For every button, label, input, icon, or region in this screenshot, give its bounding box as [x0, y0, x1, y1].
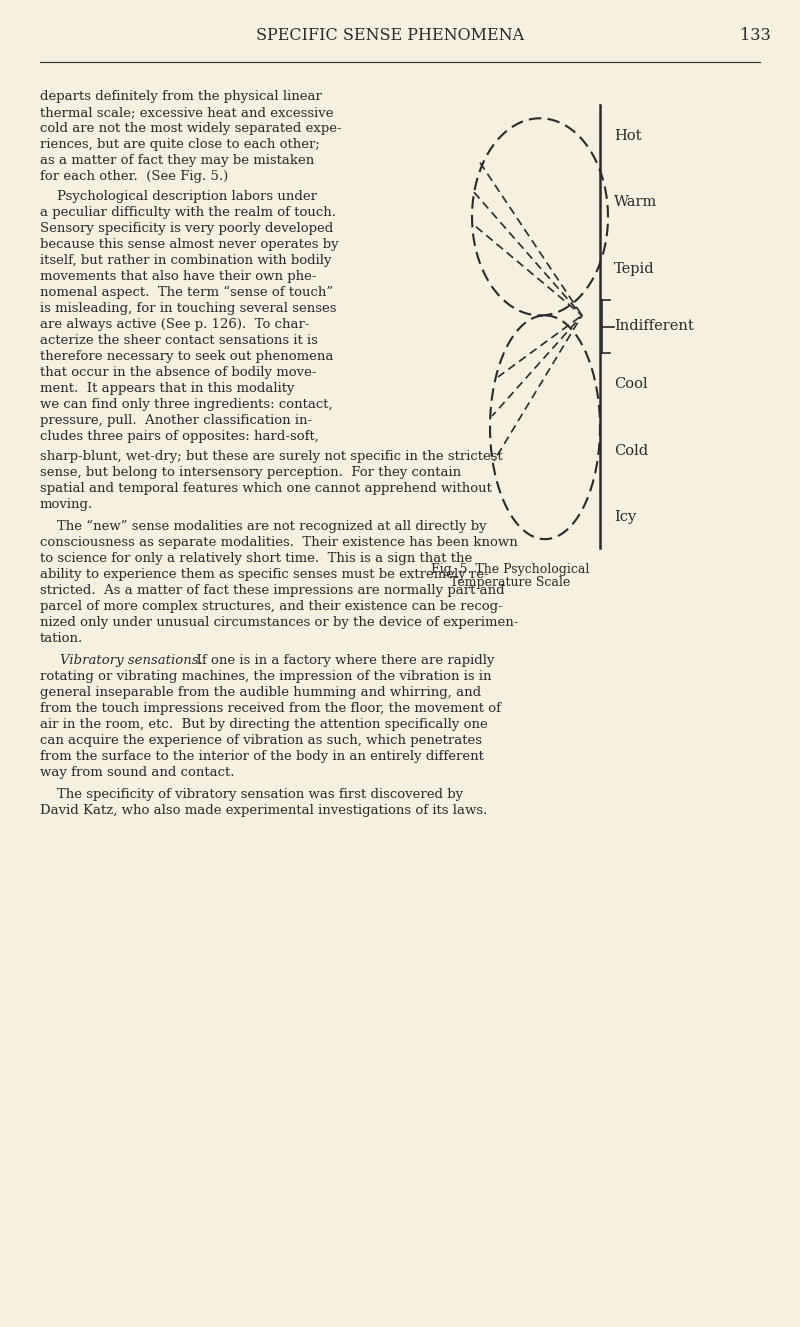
Text: moving.: moving. — [40, 498, 94, 511]
Text: Sensory specificity is very poorly developed: Sensory specificity is very poorly devel… — [40, 222, 334, 235]
Text: ability to experience them as specific senses must be extremely re-: ability to experience them as specific s… — [40, 568, 489, 581]
Text: Indifferent: Indifferent — [614, 320, 694, 333]
Text: for each other.  (See Fig. 5.): for each other. (See Fig. 5.) — [40, 170, 228, 183]
Text: parcel of more complex structures, and their existence can be recog-: parcel of more complex structures, and t… — [40, 600, 502, 613]
Text: SPECIFIC SENSE PHENOMENA: SPECIFIC SENSE PHENOMENA — [256, 27, 524, 44]
Text: Cool: Cool — [614, 377, 648, 391]
Text: departs definitely from the physical linear: departs definitely from the physical lin… — [40, 90, 322, 104]
Text: therefore necessary to seek out phenomena: therefore necessary to seek out phenomen… — [40, 350, 334, 364]
Text: cludes three pairs of opposites: hard-soft,: cludes three pairs of opposites: hard-so… — [40, 430, 319, 443]
Text: is misleading, for in touching several senses: is misleading, for in touching several s… — [40, 303, 337, 314]
Text: because this sense almost never operates by: because this sense almost never operates… — [40, 238, 338, 251]
Text: Vibratory sensations.: Vibratory sensations. — [60, 654, 202, 667]
Text: spatial and temporal features which one cannot apprehend without: spatial and temporal features which one … — [40, 482, 492, 495]
Text: movements that also have their own phe-: movements that also have their own phe- — [40, 269, 317, 283]
Text: nized only under unusual circumstances or by the device of experimen-: nized only under unusual circumstances o… — [40, 616, 518, 629]
Text: general inseparable from the audible humming and whirring, and: general inseparable from the audible hum… — [40, 686, 481, 699]
Text: as a matter of fact they may be mistaken: as a matter of fact they may be mistaken — [40, 154, 314, 167]
Text: Icy: Icy — [614, 510, 636, 524]
Text: thermal scale; excessive heat and excessive: thermal scale; excessive heat and excess… — [40, 106, 334, 119]
Text: from the touch impressions received from the floor, the movement of: from the touch impressions received from… — [40, 702, 501, 715]
Text: acterize the sheer contact sensations it is: acterize the sheer contact sensations it… — [40, 334, 318, 346]
Text: can acquire the experience of vibration as such, which penetrates: can acquire the experience of vibration … — [40, 734, 482, 747]
Text: David Katz, who also made experimental investigations of its laws.: David Katz, who also made experimental i… — [40, 804, 487, 817]
Text: nomenal aspect.  The term “sense of touch”: nomenal aspect. The term “sense of touch… — [40, 287, 333, 299]
Text: ment.  It appears that in this modality: ment. It appears that in this modality — [40, 382, 294, 395]
Text: stricted.  As a matter of fact these impressions are normally part and: stricted. As a matter of fact these impr… — [40, 584, 505, 597]
Text: sense, but belong to intersensory perception.  For they contain: sense, but belong to intersensory percep… — [40, 466, 461, 479]
Text: Fig. 5. The Psychological: Fig. 5. The Psychological — [431, 563, 589, 576]
Text: Psychological description labors under: Psychological description labors under — [40, 190, 317, 203]
Text: itself, but rather in combination with bodily: itself, but rather in combination with b… — [40, 253, 331, 267]
Text: cold are not the most widely separated expe-: cold are not the most widely separated e… — [40, 122, 342, 135]
Text: Cold: Cold — [614, 443, 648, 458]
Text: pressure, pull.  Another classification in-: pressure, pull. Another classification i… — [40, 414, 312, 427]
Text: Tepid: Tepid — [614, 261, 654, 276]
Text: If one is in a factory where there are rapidly: If one is in a factory where there are r… — [188, 654, 494, 667]
Text: way from sound and contact.: way from sound and contact. — [40, 766, 234, 779]
Text: The “new” sense modalities are not recognized at all directly by: The “new” sense modalities are not recog… — [40, 520, 486, 533]
Text: Hot: Hot — [614, 129, 642, 143]
Text: 133: 133 — [740, 27, 770, 44]
Text: to science for only a relatively short time.  This is a sign that the: to science for only a relatively short t… — [40, 552, 472, 565]
Text: rotating or vibrating machines, the impression of the vibration is in: rotating or vibrating machines, the impr… — [40, 670, 491, 683]
Text: The specificity of vibratory sensation was first discovered by: The specificity of vibratory sensation w… — [40, 788, 463, 802]
Text: from the surface to the interior of the body in an entirely different: from the surface to the interior of the … — [40, 750, 484, 763]
Text: air in the room, etc.  But by directing the attention specifically one: air in the room, etc. But by directing t… — [40, 718, 488, 731]
Text: are always active (See p. 126).  To char-: are always active (See p. 126). To char- — [40, 318, 310, 330]
Text: riences, but are quite close to each other;: riences, but are quite close to each oth… — [40, 138, 320, 151]
Text: that occur in the absence of bodily move-: that occur in the absence of bodily move… — [40, 366, 317, 380]
Text: we can find only three ingredients: contact,: we can find only three ingredients: cont… — [40, 398, 333, 411]
Text: Temperature Scale: Temperature Scale — [450, 576, 570, 589]
Text: a peculiar difficulty with the realm of touch.: a peculiar difficulty with the realm of … — [40, 206, 336, 219]
Text: sharp-blunt, wet-dry; but these are surely not specific in the strictest: sharp-blunt, wet-dry; but these are sure… — [40, 450, 502, 463]
Text: tation.: tation. — [40, 632, 83, 645]
Text: Warm: Warm — [614, 195, 658, 210]
Text: consciousness as separate modalities.  Their existence has been known: consciousness as separate modalities. Th… — [40, 536, 518, 549]
